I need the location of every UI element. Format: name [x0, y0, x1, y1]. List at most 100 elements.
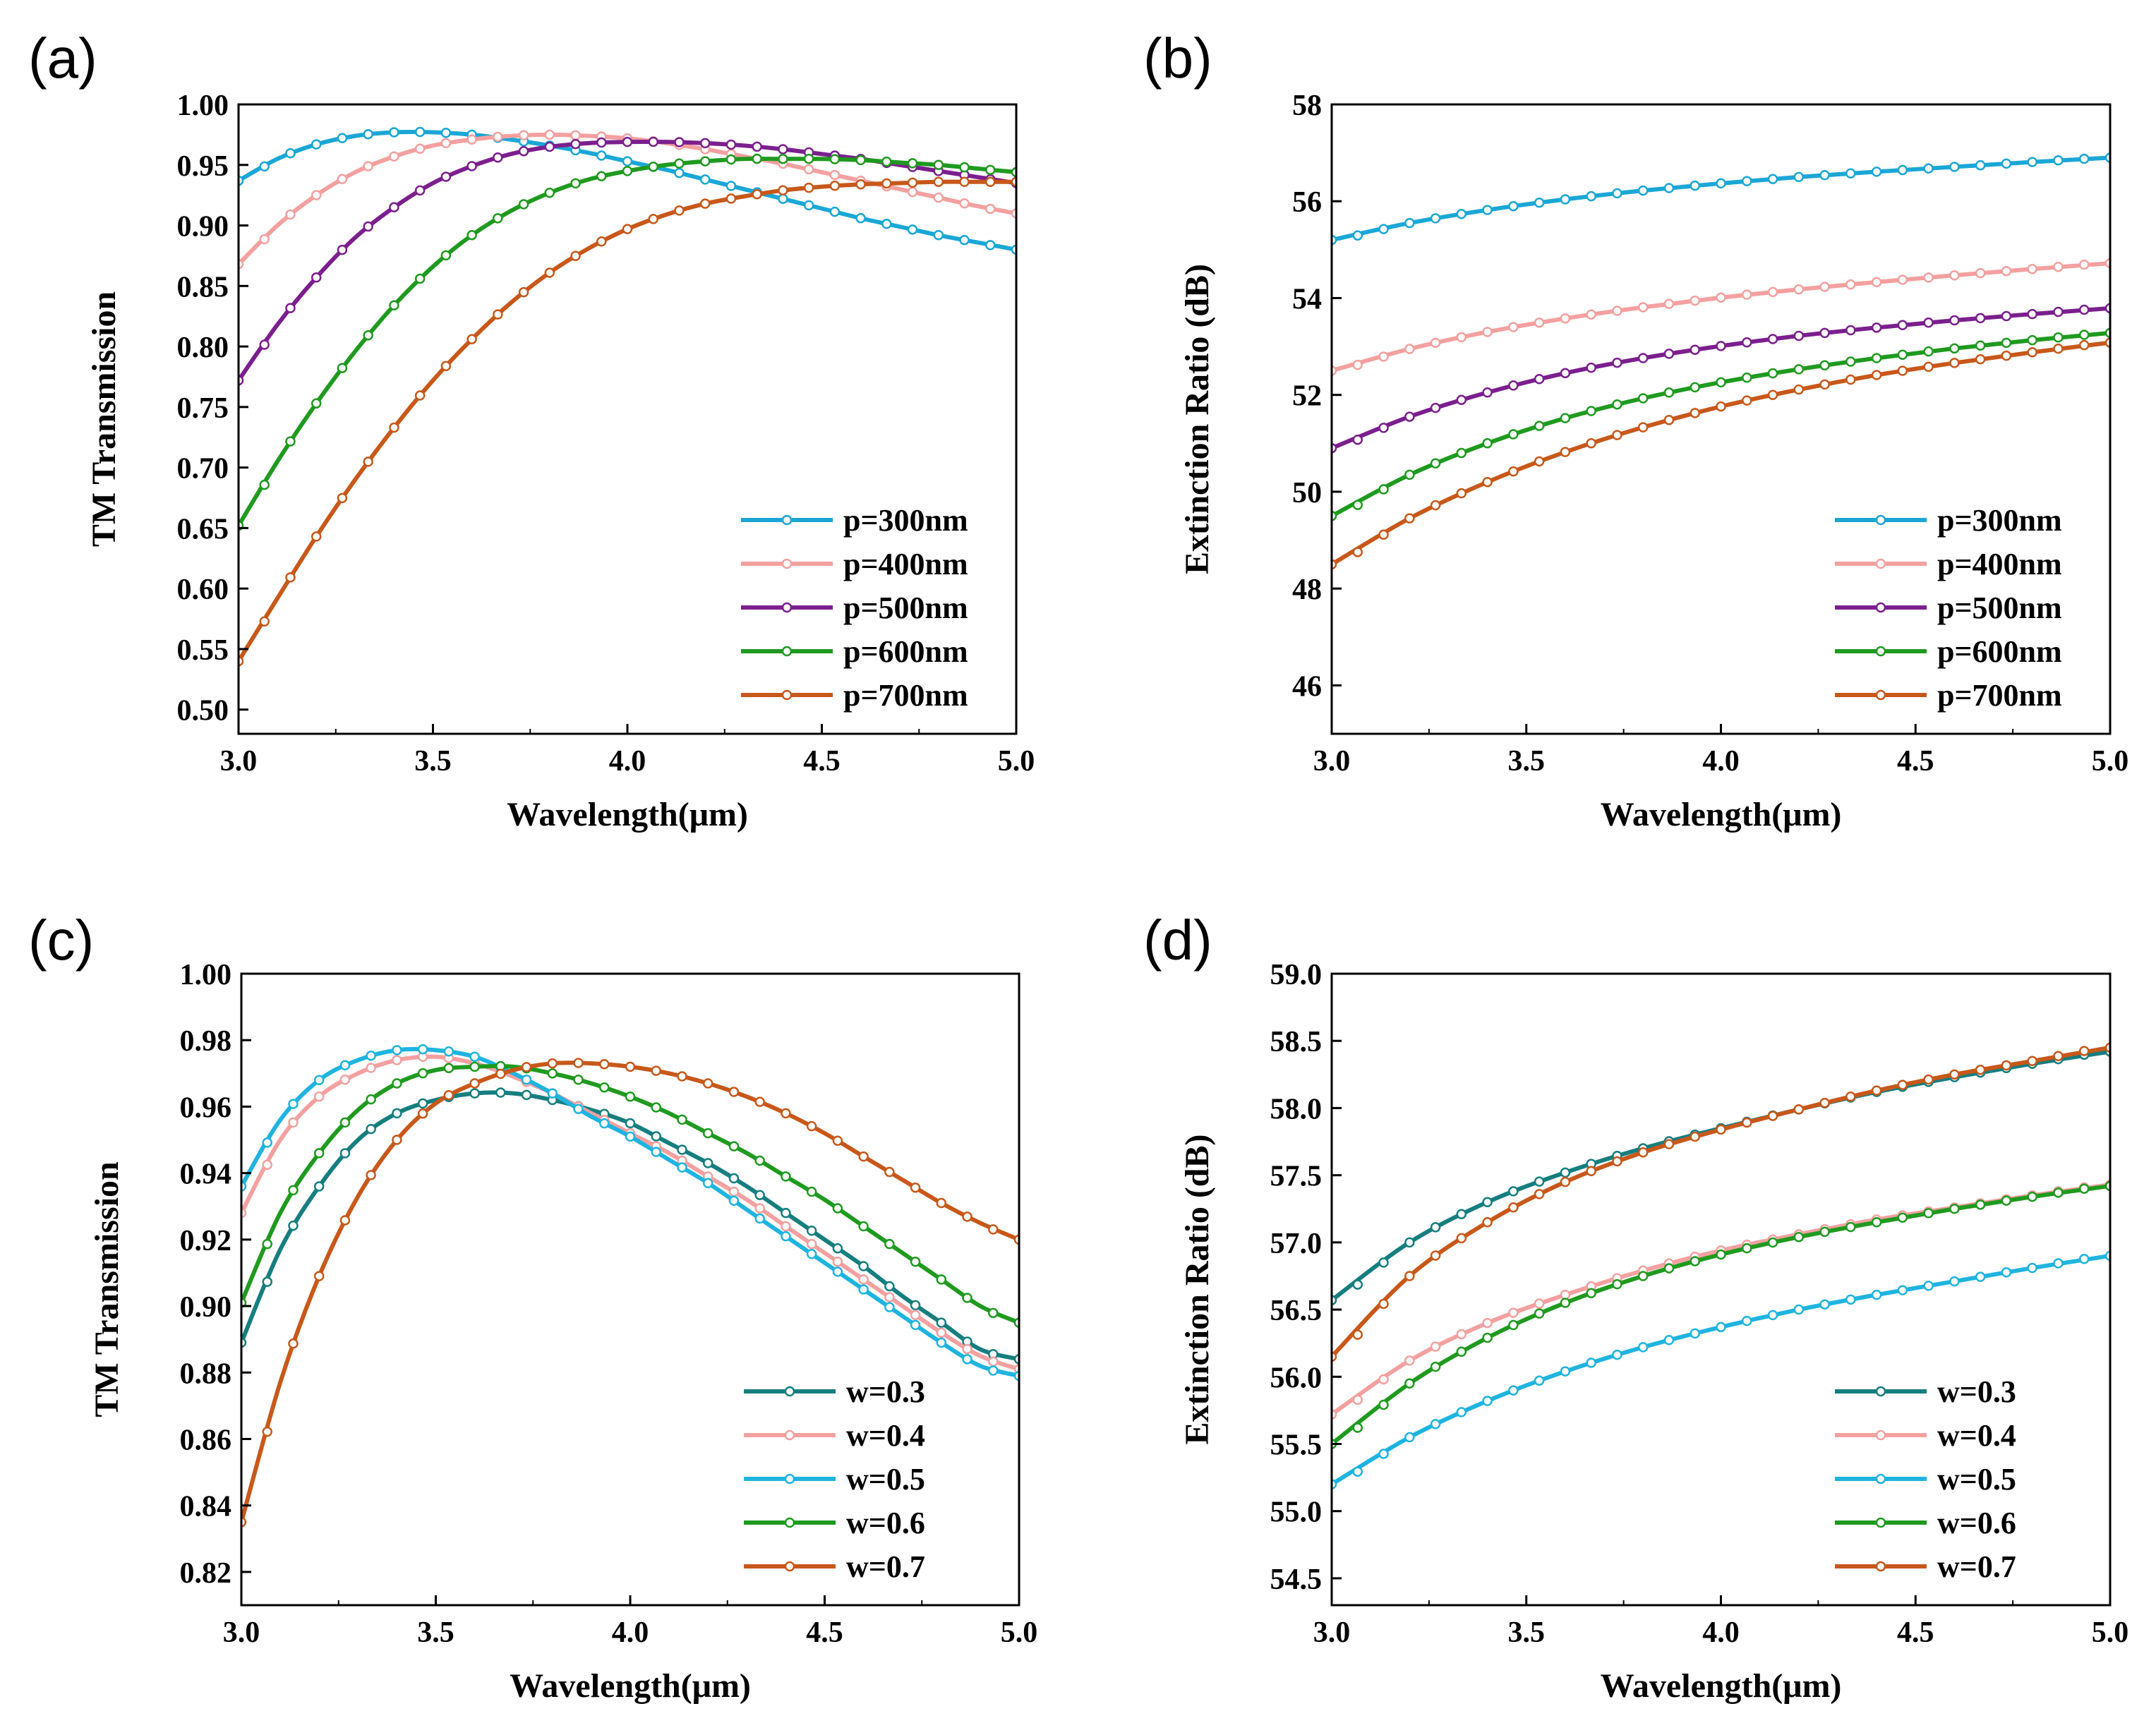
series-marker	[363, 161, 373, 171]
series-marker	[1508, 466, 1519, 477]
series-marker	[858, 1261, 869, 1271]
series-line-4	[1332, 1045, 2110, 1358]
series-marker	[1586, 1288, 1596, 1298]
series-marker	[1975, 1064, 1986, 1075]
series-marker	[1975, 1199, 1986, 1210]
series-marker	[1663, 387, 1675, 398]
series-marker	[1897, 274, 1908, 285]
series-marker	[2053, 1051, 2064, 1061]
legend-entry: p=400nm	[1937, 547, 2062, 581]
series-marker	[985, 203, 996, 214]
series-marker	[259, 234, 270, 245]
series-marker	[1404, 344, 1415, 354]
series-marker	[259, 161, 270, 172]
series-marker	[544, 141, 555, 152]
series-marker	[651, 1065, 661, 1076]
series-marker	[1663, 1263, 1675, 1274]
series-marker	[651, 1102, 661, 1113]
series-marker	[803, 164, 814, 175]
y-tick-label: 0.70	[177, 453, 229, 485]
series-marker	[1637, 302, 1649, 313]
series-marker	[366, 1050, 376, 1061]
series-marker	[1819, 282, 1830, 292]
panel-label: (d)	[1143, 909, 1212, 972]
series-marker	[1793, 1304, 1805, 1315]
series-marker	[599, 1118, 610, 1129]
series-marker	[1923, 163, 1934, 174]
series-marker	[985, 176, 996, 188]
series-marker	[2078, 1046, 2090, 1056]
series-marker	[1482, 387, 1493, 398]
series-group	[1332, 152, 2110, 570]
series-marker	[311, 531, 322, 542]
legend-entry: p=600nm	[843, 634, 968, 669]
series-marker	[443, 1046, 454, 1057]
series-marker	[962, 1293, 972, 1303]
legend-entry: p=700nm	[1937, 678, 2062, 713]
series-marker	[829, 206, 841, 217]
series-marker	[1612, 1156, 1622, 1167]
series-marker	[1378, 423, 1389, 433]
series-marker	[2053, 261, 2064, 272]
series-marker	[1663, 298, 1675, 309]
series-marker	[1793, 384, 1805, 395]
series-marker	[466, 334, 477, 345]
series-marker	[570, 130, 581, 141]
series-marker	[962, 1343, 972, 1355]
series-marker	[262, 1238, 272, 1250]
series-marker	[1923, 272, 1934, 283]
x-tick-label: 5.0	[2092, 1616, 2129, 1649]
series-marker	[288, 1117, 299, 1128]
chart-panel-3: (d) 3.0 3.5 4.0 4.5 5.0 54.5 55.0 55.5 56.0 56.5 57…	[1143, 909, 2128, 1705]
series-marker	[1534, 197, 1545, 208]
series-marker	[651, 1147, 661, 1157]
series-marker	[1586, 1166, 1596, 1176]
series-marker	[674, 167, 685, 179]
series-marker	[259, 339, 270, 350]
series-marker	[2053, 1187, 2064, 1198]
x-tick-label: 3.0	[223, 1616, 260, 1649]
series-marker	[1378, 1449, 1389, 1459]
series-marker	[907, 177, 918, 188]
series-marker	[884, 1238, 895, 1250]
series-marker	[1378, 1374, 1389, 1385]
series-marker	[1637, 1342, 1649, 1353]
series-marker	[1923, 318, 1934, 328]
series-marker	[414, 185, 426, 196]
x-axis-title: Wavelength(μm)	[507, 796, 748, 833]
series-marker	[1793, 1104, 1805, 1115]
series-marker	[1923, 1208, 1934, 1219]
series-marker	[1663, 1335, 1675, 1346]
series-marker	[1352, 1466, 1363, 1477]
series-marker	[1767, 334, 1778, 344]
y-tick-label: 52	[1292, 380, 1322, 413]
series-marker	[806, 1238, 817, 1250]
series-marker	[1949, 358, 1960, 368]
series-marker	[858, 1221, 869, 1232]
series-marker	[1586, 191, 1596, 202]
chart-panel-2: (c) 3.0 3.5 4.0 4.5 5.0 0.82 0.84 0.86 0.88 0.90 0.…	[28, 909, 1037, 1705]
series-marker	[288, 1185, 299, 1196]
series-marker	[1637, 1147, 1649, 1158]
series-marker	[339, 1117, 351, 1128]
series-marker	[1534, 1298, 1545, 1309]
series-marker	[855, 213, 866, 224]
series-marker	[1534, 1375, 1545, 1386]
series-marker	[1508, 1186, 1519, 1197]
y-tick-label: 0.65	[177, 513, 229, 545]
series-marker	[599, 1058, 610, 1070]
legend-entry: w=0.7	[846, 1549, 925, 1584]
series-marker	[702, 1178, 713, 1189]
y-tick-label: 0.50	[177, 695, 229, 727]
series-marker	[1845, 356, 1856, 367]
legend-entry: p=300nm	[1937, 503, 2062, 538]
series-marker	[1663, 414, 1675, 425]
series-marker	[1897, 1080, 1908, 1090]
series-marker	[339, 1074, 351, 1085]
series-marker	[728, 1141, 740, 1151]
series-marker	[781, 1231, 791, 1242]
y-tick-label: 56.0	[1270, 1362, 1323, 1394]
series-marker	[2001, 310, 2012, 322]
series-marker	[1378, 1298, 1389, 1310]
y-tick-label: 59.0	[1270, 959, 1323, 991]
